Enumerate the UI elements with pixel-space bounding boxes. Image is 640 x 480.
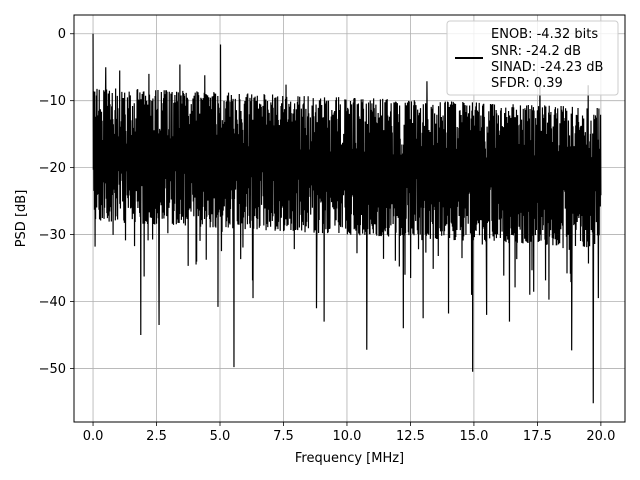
psd-trace: [92, 33, 602, 404]
legend-entry-sinad: SINAD: -24.23 dB: [491, 60, 603, 75]
x-tick-label: 10.0: [332, 429, 361, 444]
x-axis-ticks: 0.0 2.5 5.0 7.5 10.0 12.5 15.0 17.5 20.0: [83, 422, 615, 444]
legend-entry-snr: SNR: -24.2 dB: [491, 44, 581, 59]
x-tick-label: 5.0: [210, 429, 231, 444]
y-tick-label: −10: [39, 94, 66, 109]
x-tick-label: 7.5: [273, 429, 294, 444]
psd-series-line: [92, 33, 602, 404]
x-tick-label: 2.5: [146, 429, 167, 444]
y-tick-label: −50: [39, 362, 66, 377]
legend-entry-enob: ENOB: -4.32 bits: [491, 27, 598, 42]
y-axis-ticks: 0 −10 −20 −30 −40 −50: [39, 27, 74, 377]
legend: ENOB: -4.32 bits SNR: -24.2 dB SINAD: -2…: [446, 20, 619, 96]
y-tick-label: 0: [58, 27, 66, 42]
y-tick-label: −20: [39, 161, 66, 176]
x-tick-label: 17.5: [523, 429, 552, 444]
x-tick-label: 0.0: [83, 429, 104, 444]
y-tick-label: −30: [39, 228, 66, 243]
legend-entry-sfdr: SFDR: 0.39: [491, 76, 563, 91]
x-tick-label: 12.5: [396, 429, 425, 444]
x-tick-label: 20.0: [586, 429, 615, 444]
x-axis-label: Frequency [MHz]: [295, 451, 404, 466]
legend-box: [446, 20, 619, 96]
y-axis-label: PSD [dB]: [14, 190, 29, 248]
plot-frame: [73, 14, 626, 423]
x-tick-label: 15.0: [459, 429, 488, 444]
y-tick-label: −40: [39, 295, 66, 310]
